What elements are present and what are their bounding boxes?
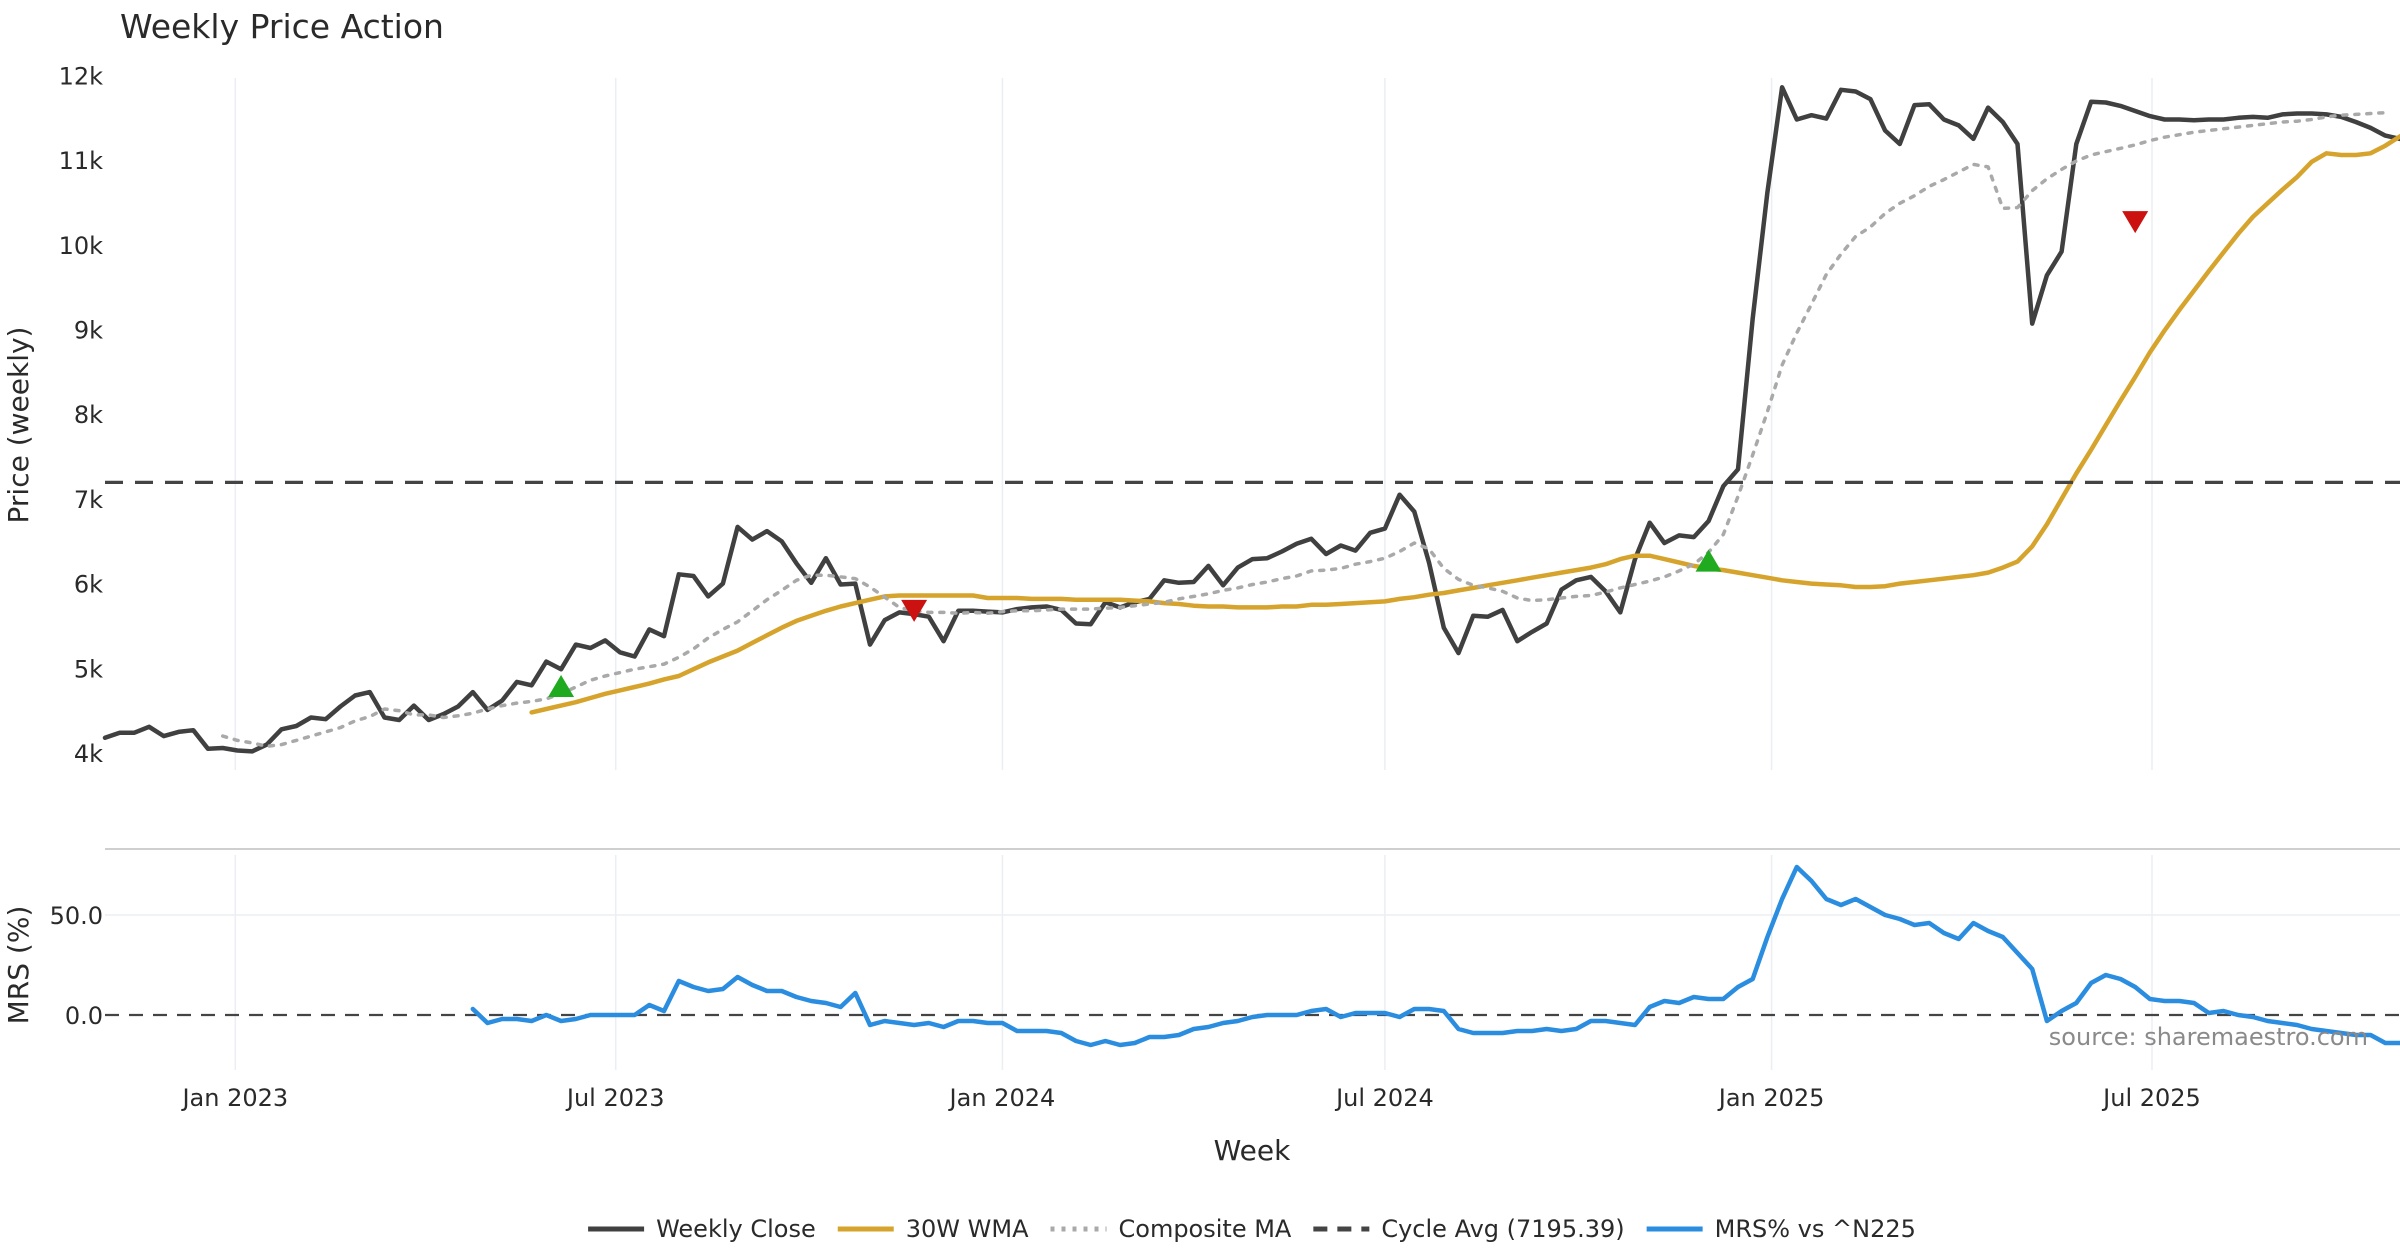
mrs-y-tick-label: 50.0 [50,902,103,930]
x-axis-title: Week [1214,1134,1291,1167]
mrs-grid [105,855,2400,1070]
price-y-tick-label: 10k [59,232,104,260]
x-ticks: Jan 2023 Jul 2023 Jan 2024 Jul 2024 Jan 2025… [180,1084,2200,1112]
chart-title: Weekly Price Action [120,7,444,46]
mrs-y-ticks: 0.0 50.0 [50,902,103,1030]
legend-label: Composite MA [1119,1215,1292,1243]
buy-signal-marker [1695,549,1722,572]
sell-signal-marker [901,599,928,622]
sell-signal-marker [2122,211,2149,234]
price-y-tick-label: 6k [74,571,103,599]
price-grid [234,78,2153,770]
x-tick-label: Jul 2023 [565,1084,665,1112]
30w-wma-line [529,133,2400,715]
price-y-tick-label: 12k [59,62,104,90]
price-y-tick-label: 5k [74,655,103,683]
signal-markers [548,211,2149,697]
weekly-close-line [102,85,2400,754]
legend-label: Cycle Avg (7195.39) [1381,1215,1624,1243]
price-y-ticks: 4k 5k 6k 7k 8k 9k 10k 11k 12k [59,62,104,768]
price-y-tick-label: 4k [74,740,103,768]
x-tick-label: Jul 2024 [1334,1084,1434,1112]
x-tick-label: Jan 2023 [180,1084,288,1112]
x-tick-label: Jul 2025 [2101,1084,2201,1112]
mrs-series [105,864,2400,1048]
price-y-tick-label: 11k [59,147,104,175]
price-y-tick-label: 8k [74,401,103,429]
mrs-line [470,864,2400,1048]
mrs-axis-title: MRS (%) [2,906,35,1025]
price-axis-title: Price (weekly) [2,327,35,524]
price-y-tick-label: 7k [74,486,103,514]
buy-signal-marker [548,674,575,697]
legend: Weekly Close 30W WMA Composite MA Cycle Avg… [588,1215,1916,1243]
source-note: source: sharemaestro.com [2049,1023,2368,1051]
legend-label: 30W WMA [906,1215,1029,1243]
price-y-tick-label: 9k [74,317,103,345]
mrs-y-tick-label: 0.0 [65,1002,103,1030]
composite-ma-line [220,110,2388,749]
legend-label: MRS% vs ^N225 [1715,1215,1916,1243]
x-tick-label: Jan 2024 [948,1084,1056,1112]
legend-label: Weekly Close [656,1215,816,1243]
price-series [102,85,2400,754]
x-tick-label: Jan 2025 [1717,1084,1825,1112]
